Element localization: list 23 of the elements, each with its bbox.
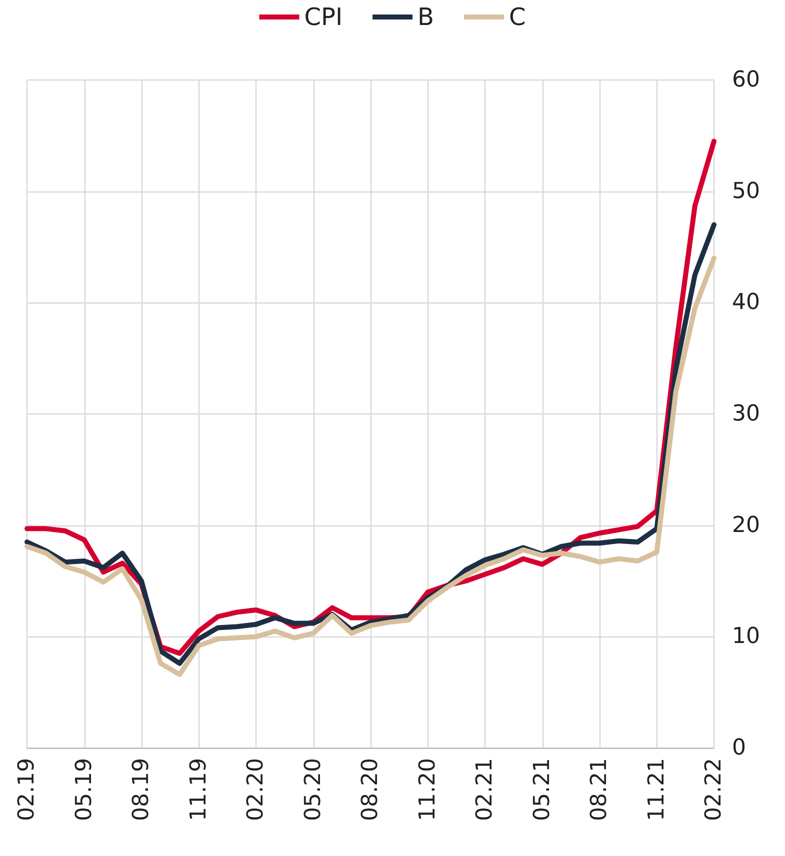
legend-label: C (509, 3, 526, 31)
y-tick-label: 20 (732, 512, 760, 538)
y-tick-label: 40 (732, 290, 760, 316)
y-tick-label: 10 (732, 624, 760, 650)
x-tick-label: 02.21 (472, 758, 498, 821)
x-tick-label: 08.19 (129, 758, 154, 821)
y-tick-label: 0 (732, 736, 746, 760)
x-tick-label: 02.22 (702, 758, 726, 821)
x-tick-label: 08.20 (358, 758, 383, 821)
legend-label: B (418, 3, 434, 31)
x-tick-label: 05.19 (72, 758, 97, 821)
x-tick-label: 11.21 (644, 758, 670, 821)
x-tick-label: 11.19 (186, 758, 212, 821)
x-tick-label: 08.21 (587, 758, 612, 821)
x-tick-label: 02.19 (14, 758, 40, 821)
x-tick-label: 11.20 (415, 758, 440, 821)
y-tick-label: 60 (732, 68, 760, 92)
y-tick-label: 50 (732, 178, 760, 204)
legend-label: CPI (304, 3, 343, 31)
x-tick-label: 05.20 (300, 758, 326, 821)
x-tick-label: 05.21 (530, 758, 555, 821)
x-tick-label: 02.20 (244, 758, 268, 821)
y-tick-label: 30 (732, 402, 760, 426)
